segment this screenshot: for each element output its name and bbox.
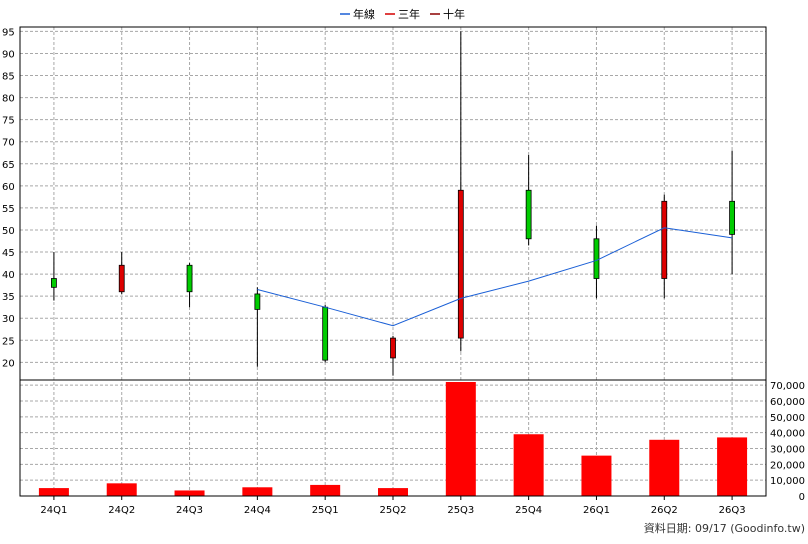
x-tick-label: 25Q3 <box>447 505 474 516</box>
volume-bar-24Q2 <box>106 483 137 496</box>
candle-body <box>322 306 329 361</box>
candle-24Q2 <box>118 252 125 294</box>
legend: 年線 三年 十年 <box>340 7 465 21</box>
legend-item-1: 三年 <box>385 7 420 21</box>
candle-25Q4 <box>525 154 532 246</box>
price-panel: 20 25 30 35 40 45 50 55 60 65 70 75 80 85 90 95 <box>2 26 767 496</box>
volume-tick-label: 50,000 <box>770 413 805 424</box>
volume-tick-label: 60,000 <box>770 397 805 408</box>
volume-bar-26Q1 <box>581 455 612 496</box>
volume-bar-24Q4 <box>242 487 273 496</box>
price-tick-label: 65 <box>2 160 15 171</box>
legend-label: 十年 <box>443 7 465 21</box>
price-tick-label: 95 <box>2 27 15 38</box>
volume-bar-26Q3 <box>717 437 748 496</box>
candle-26Q1 <box>593 225 600 299</box>
candle-24Q3 <box>186 263 193 308</box>
price-tick-label: 45 <box>2 248 15 259</box>
volume-tick-label: 70,000 <box>770 381 805 392</box>
candle-body <box>525 189 532 240</box>
volume-bar-26Q2 <box>649 439 680 496</box>
candle-body <box>457 189 464 339</box>
candle-body <box>390 337 396 359</box>
price-tick-label: 20 <box>2 358 15 369</box>
volume-panel: 0 10,000 20,000 30,000 40,000 50,000 60,000 70,… <box>19 379 805 503</box>
price-tick-label: 50 <box>2 226 15 237</box>
x-tick-label: 25Q2 <box>380 505 407 516</box>
price-tick-label: 70 <box>2 138 15 149</box>
volume-bar-25Q4 <box>513 434 544 496</box>
price-tick-label: 90 <box>2 49 15 60</box>
price-tick-label: 25 <box>2 336 15 347</box>
volume-bar-24Q3 <box>174 490 205 496</box>
volume-bar-25Q3 <box>445 382 476 496</box>
legend-label: 年線 <box>353 7 375 21</box>
volume-bar-24Q1 <box>38 488 69 496</box>
x-tick-label: 24Q3 <box>176 505 203 516</box>
volume-tick-label: 30,000 <box>770 445 805 456</box>
price-tick-label: 30 <box>2 314 15 325</box>
candle-body <box>254 293 261 310</box>
price-tick-label: 80 <box>2 94 15 105</box>
volume-tick-label: 20,000 <box>770 460 805 471</box>
x-axis: 24Q1 24Q2 24Q3 24Q4 25Q1 25Q2 25Q3 25Q4 26Q1 26Q2… <box>40 496 746 516</box>
x-tick-label: 26Q1 <box>583 505 610 516</box>
candle-body <box>661 200 668 279</box>
price-tick-label: 85 <box>2 72 15 83</box>
candle-26Q2 <box>661 194 668 299</box>
candle-body <box>729 200 735 235</box>
candle-24Q4 <box>254 287 261 367</box>
footer-source: 資料日期: 09/17 (Goodinfo.tw) <box>644 521 805 535</box>
x-tick-label: 26Q2 <box>651 505 678 516</box>
price-tick-label: 35 <box>2 292 15 303</box>
volume-tick-label: 40,000 <box>770 429 805 440</box>
legend-label: 三年 <box>398 7 420 21</box>
price-tick-label: 60 <box>2 182 15 193</box>
candle-24Q1 <box>51 252 57 301</box>
x-tick-label: 26Q3 <box>719 505 746 516</box>
price-tick-label: 40 <box>2 270 15 281</box>
price-tick-label: 75 <box>2 116 15 127</box>
candle-26Q3 <box>729 150 735 275</box>
volume-tick-label: 0 <box>799 492 805 503</box>
candle-body <box>51 278 57 288</box>
candle-25Q2 <box>390 335 396 376</box>
x-tick-label: 24Q2 <box>108 505 135 516</box>
candle-body <box>186 264 193 293</box>
ma-line-年線 <box>257 227 733 327</box>
candle-25Q1 <box>322 304 329 363</box>
volume-tick-label: 10,000 <box>770 476 805 487</box>
candle-body <box>593 238 600 279</box>
candle-body <box>118 264 125 293</box>
legend-item-2: 十年 <box>430 7 465 21</box>
x-tick-label: 24Q4 <box>244 505 271 516</box>
legend-item-0: 年線 <box>340 7 375 21</box>
x-tick-label: 25Q1 <box>312 505 339 516</box>
price-tick-label: 55 <box>2 204 15 215</box>
x-tick-label: 25Q4 <box>515 505 542 516</box>
x-tick-label: 24Q1 <box>40 505 67 516</box>
volume-bar-25Q2 <box>378 488 408 496</box>
volume-bar-25Q1 <box>310 484 341 496</box>
